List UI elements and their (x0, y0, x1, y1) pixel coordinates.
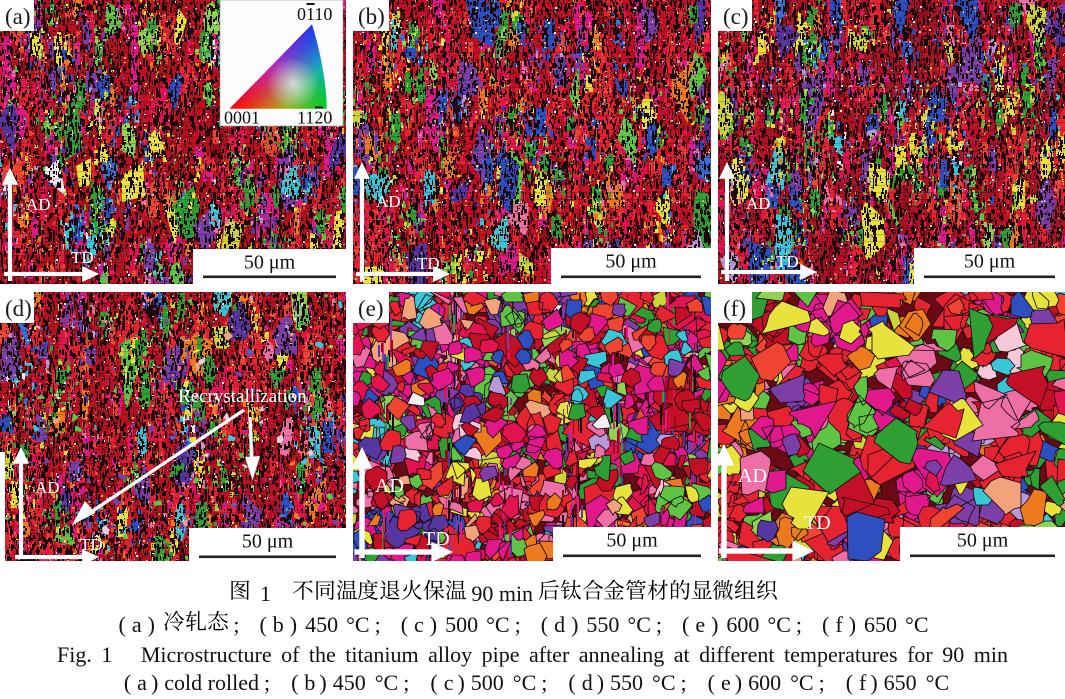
svg-text:50 μm: 50 μm (242, 531, 294, 553)
svg-text:TD: TD (804, 512, 831, 534)
svg-text:TD: TD (80, 535, 103, 554)
svg-text:1120: 1120 (297, 108, 332, 128)
svg-text:AD: AD (375, 475, 404, 497)
svg-text:AD: AD (26, 195, 51, 214)
svg-text:50 μm: 50 μm (244, 252, 296, 274)
svg-text:AD: AD (746, 194, 771, 213)
svg-text:(d): (d) (5, 296, 32, 321)
svg-text:0001: 0001 (224, 108, 260, 128)
svg-text:(a): (a) (5, 4, 31, 29)
svg-text:AD: AD (35, 478, 60, 497)
svg-text:AD: AD (376, 192, 401, 211)
svg-text:TD: TD (423, 528, 450, 550)
svg-text:(c): (c) (723, 4, 749, 29)
svg-text:TD: TD (776, 252, 799, 271)
svg-text:50 μm: 50 μm (605, 251, 657, 273)
svg-text:AD: AD (738, 465, 767, 487)
svg-text:50 μm: 50 μm (964, 251, 1016, 273)
svg-text:(e): (e) (358, 296, 384, 321)
svg-text:TD: TD (71, 248, 94, 267)
svg-text:TD: TD (417, 254, 440, 273)
svg-text:50 μm: 50 μm (606, 530, 658, 552)
svg-text:(f): (f) (723, 296, 746, 321)
svg-text:Recrystallization: Recrystallization (178, 386, 307, 407)
svg-text:0110: 0110 (297, 4, 332, 24)
svg-text:50 μm: 50 μm (957, 530, 1009, 552)
svg-text:(b): (b) (358, 4, 385, 29)
